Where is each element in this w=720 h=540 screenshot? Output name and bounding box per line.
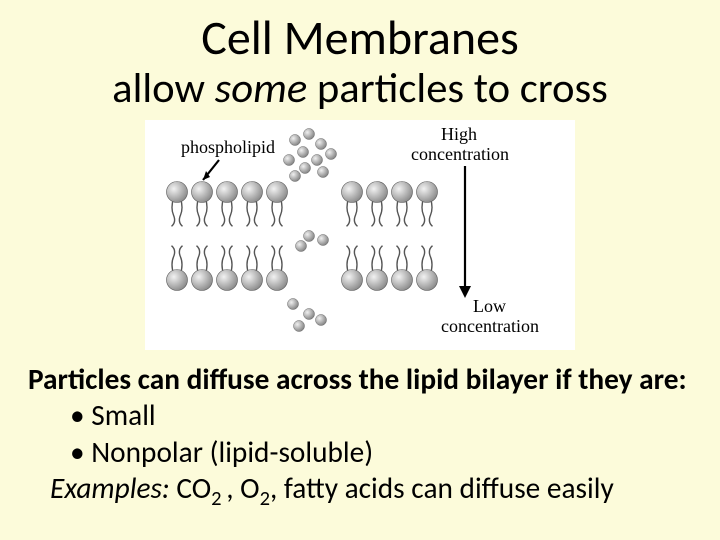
svg-text:concentration: concentration xyxy=(411,144,509,164)
examples-molecules: CO2 , O2, fatty acids xyxy=(176,470,404,506)
page-title: Cell Membranes xyxy=(0,0,720,65)
svg-text:High: High xyxy=(441,124,477,144)
examples-label: Examples: xyxy=(50,470,176,506)
svg-text:Low: Low xyxy=(473,296,506,316)
svg-text:concentration: concentration xyxy=(441,316,539,336)
svg-text:phospholipid: phospholipid xyxy=(181,137,275,157)
membrane-svg: phospholipidHighconcentrationLowconcentr… xyxy=(145,120,575,350)
membrane-diagram: phospholipidHighconcentrationLowconcentr… xyxy=(145,120,575,350)
examples-tail: can diffuse easily xyxy=(405,470,614,506)
subtitle-italic: some xyxy=(215,62,308,114)
bullet-1: • Small xyxy=(28,397,692,434)
examples-line: Examples: CO2 , O2, fatty acids can diff… xyxy=(28,470,692,512)
subtitle-post: particles to cross xyxy=(307,62,608,114)
subtitle-pre: allow xyxy=(112,62,214,114)
bullet-1-text: Small xyxy=(91,397,155,433)
body-heading: Particles can diffuse across the lipid b… xyxy=(28,361,692,398)
bullet-2: • Nonpolar (lipid-soluble) xyxy=(28,434,692,471)
bullet-2-text: Nonpolar (lipid-soluble) xyxy=(91,434,373,470)
page-subtitle: allow some particles to cross xyxy=(0,65,720,112)
body-text-block: Particles can diffuse across the lipid b… xyxy=(28,361,692,512)
